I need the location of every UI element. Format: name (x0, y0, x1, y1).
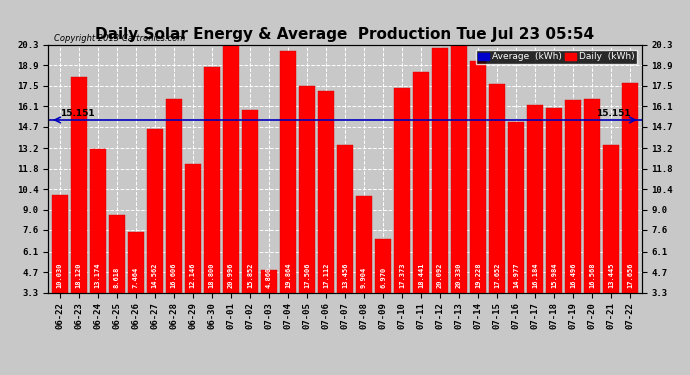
Bar (166, 99, 181, 292)
Bar (280, 51, 296, 292)
Bar (71, 77, 86, 292)
Bar (337, 145, 353, 292)
Bar (604, 145, 619, 292)
Bar (546, 108, 562, 292)
Text: 12.146: 12.146 (190, 262, 196, 288)
Text: 13.456: 13.456 (342, 262, 348, 288)
Bar (622, 84, 638, 292)
Bar (584, 99, 600, 292)
Text: Copyright 2013 Cartronics.com: Copyright 2013 Cartronics.com (55, 33, 186, 42)
Bar (128, 232, 144, 292)
Bar (451, 45, 467, 292)
Text: 14.977: 14.977 (513, 262, 519, 288)
Text: 14.562: 14.562 (152, 262, 158, 288)
Text: 7.464: 7.464 (132, 267, 139, 288)
Text: 17.112: 17.112 (323, 262, 329, 288)
Text: 6.970: 6.970 (380, 267, 386, 288)
Text: 8.618: 8.618 (114, 267, 120, 288)
Bar (509, 123, 524, 292)
Bar (318, 92, 334, 292)
Text: 20.092: 20.092 (437, 262, 443, 288)
Text: 15.151: 15.151 (595, 109, 630, 118)
Text: 20.330: 20.330 (456, 262, 462, 288)
Bar (413, 72, 429, 292)
Bar (375, 239, 391, 292)
Bar (356, 196, 372, 292)
Bar (147, 129, 163, 292)
Text: 10.030: 10.030 (57, 262, 63, 288)
Text: 16.496: 16.496 (570, 262, 576, 288)
Text: 19.228: 19.228 (475, 262, 481, 288)
Bar (565, 100, 581, 292)
Text: 17.373: 17.373 (399, 262, 405, 288)
Text: 15.852: 15.852 (247, 262, 253, 288)
Text: 17.656: 17.656 (627, 262, 633, 288)
Bar (471, 61, 486, 292)
Text: 18.441: 18.441 (418, 262, 424, 288)
Bar (52, 195, 68, 292)
Bar (394, 88, 410, 292)
Bar (299, 86, 315, 292)
Text: 20.996: 20.996 (228, 262, 234, 288)
Text: 13.174: 13.174 (95, 262, 101, 288)
Bar (242, 110, 257, 292)
Text: 9.904: 9.904 (361, 267, 367, 288)
Text: 19.864: 19.864 (285, 262, 291, 288)
Text: 18.800: 18.800 (209, 262, 215, 288)
Text: 15.151: 15.151 (60, 109, 95, 118)
Bar (433, 48, 448, 292)
Text: 17.652: 17.652 (494, 262, 500, 288)
Bar (204, 67, 219, 292)
Text: 13.445: 13.445 (609, 262, 614, 288)
Bar (261, 270, 277, 292)
Text: 17.506: 17.506 (304, 262, 310, 288)
Text: 15.984: 15.984 (551, 262, 558, 288)
Bar (489, 84, 505, 292)
Bar (223, 35, 239, 292)
Text: 16.606: 16.606 (171, 262, 177, 288)
Bar (109, 215, 125, 292)
Text: 4.860: 4.860 (266, 267, 272, 288)
Bar (90, 149, 106, 292)
Bar (185, 164, 201, 292)
Legend: Average  (kWh), Daily  (kWh): Average (kWh), Daily (kWh) (475, 50, 637, 64)
Text: 16.184: 16.184 (532, 262, 538, 288)
Text: 18.120: 18.120 (76, 262, 81, 288)
Bar (527, 105, 543, 292)
Title: Daily Solar Energy & Average  Production Tue Jul 23 05:54: Daily Solar Energy & Average Production … (95, 27, 595, 42)
Text: 16.568: 16.568 (589, 262, 595, 288)
